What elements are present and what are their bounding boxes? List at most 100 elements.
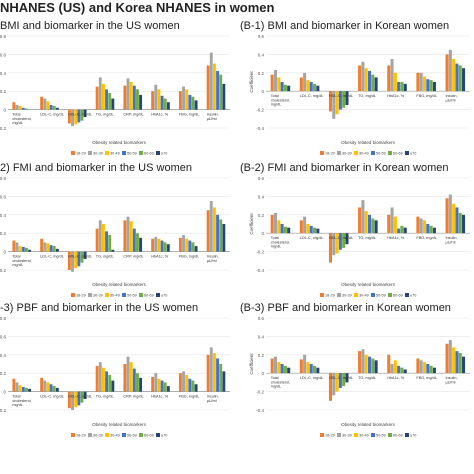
y-tick-label: 0.2 (258, 213, 265, 218)
legend-swatch (122, 151, 126, 155)
bar (188, 94, 192, 110)
legend-label: ≥70 (161, 434, 167, 438)
bar (462, 356, 466, 374)
y-tick-label: 0.4 (0, 353, 6, 358)
bar (136, 373, 139, 392)
bar (345, 233, 349, 245)
bar (126, 356, 130, 392)
bar (390, 207, 394, 234)
bar (95, 365, 99, 392)
legend-label: 50-59 (376, 434, 386, 438)
chart-title: -3) PBF and biomarker in the US women (0, 302, 199, 314)
legend-swatch (320, 433, 324, 437)
legend-label: 30-39 (342, 294, 352, 298)
legend-swatch (405, 433, 409, 437)
bar (136, 89, 139, 110)
bar (342, 233, 346, 248)
bar (108, 93, 112, 110)
bar (80, 391, 84, 403)
legend-swatch (71, 151, 75, 155)
bar (12, 240, 16, 252)
x-category-label: LDL-C, mg/dL (300, 94, 324, 98)
y-tick-label: 0.6 (0, 52, 6, 57)
x-category-label: HDL-C, mg/dL (68, 113, 92, 117)
y-tick-label: 0.2 (0, 231, 6, 236)
x-category-label: HbA1c, % (387, 376, 405, 380)
bar (303, 72, 307, 92)
bar (108, 375, 112, 392)
chart-panel-A-2: 2) FMI and biomarker in the US women 0.8 0… (0, 162, 234, 302)
bar (98, 362, 102, 392)
bar (101, 83, 105, 110)
bar (448, 194, 452, 234)
bar (108, 235, 112, 252)
legend-swatch (320, 151, 324, 155)
y-tick-label: 0.4 (0, 213, 6, 218)
bar (71, 109, 74, 127)
bar (309, 364, 313, 374)
bar (154, 84, 158, 110)
x-category-label: Total cholesterol, mg/dL (12, 113, 31, 125)
legend-label: 30-49 (110, 152, 120, 156)
bar (67, 391, 71, 409)
chart-svg: 0.6 0.4 0.2 0 -0.2 -0.4 Coefficient Total choles… (249, 176, 470, 298)
chart-title: (B-1) BMI and biomarker in Korean women (240, 20, 450, 32)
legend-label: 30-39 (342, 434, 352, 438)
bar (15, 382, 19, 392)
legend-label: 50-59 (376, 294, 386, 298)
y-tick-label: 0.4 (0, 71, 6, 76)
x-category-label: HDL-C, mg/dL (329, 236, 353, 240)
bar (74, 391, 78, 408)
bar (212, 207, 216, 252)
bar (273, 356, 278, 374)
bar (445, 198, 449, 234)
bar (25, 387, 28, 392)
legend-label: ≥70 (410, 434, 416, 438)
bar (157, 89, 161, 110)
bar (216, 358, 220, 392)
bar (335, 373, 339, 392)
bar (364, 354, 368, 374)
x-category-label: FBG, mg/dL (416, 376, 436, 380)
chart-svg: 0.6 0.4 0.2 0 -0.2 -0.4 Coefficient Total choles… (249, 316, 470, 438)
legend-label: 50-59 (376, 152, 386, 156)
bar (342, 373, 346, 387)
bar (299, 77, 303, 92)
bar (219, 219, 223, 252)
legend-label: 60-69 (393, 152, 403, 156)
bar (306, 224, 310, 234)
x-category-label: Insulin, µU/ml (207, 113, 219, 121)
bar (452, 59, 456, 92)
y-tick-label: -0.2 (0, 408, 6, 413)
bar (129, 221, 133, 252)
x-category-label: CRP, mg/dL (123, 113, 143, 117)
bar (46, 382, 50, 392)
bar (191, 380, 195, 392)
x-category-label: FBG, mg/dL (416, 236, 436, 240)
bar (364, 68, 368, 92)
bar (151, 376, 155, 392)
bar (151, 238, 155, 252)
bar (306, 80, 310, 92)
bar (332, 91, 336, 119)
bar (185, 238, 189, 252)
bar (74, 251, 78, 269)
bar (71, 391, 74, 410)
bar (335, 233, 339, 254)
bar (25, 247, 28, 252)
bar (25, 108, 28, 110)
legend-swatch (156, 293, 160, 297)
legend-label: 30-39 (93, 434, 103, 438)
y-tick-label: 0 (261, 231, 264, 236)
bar (188, 240, 192, 252)
x-axis-label: Obesity related biomarkers (92, 422, 147, 427)
bar (55, 248, 59, 252)
bar (139, 377, 143, 392)
bar (426, 364, 430, 374)
bar (426, 79, 430, 92)
bar (151, 91, 155, 110)
bar (154, 373, 158, 392)
bar (416, 72, 420, 92)
bar (361, 61, 365, 92)
